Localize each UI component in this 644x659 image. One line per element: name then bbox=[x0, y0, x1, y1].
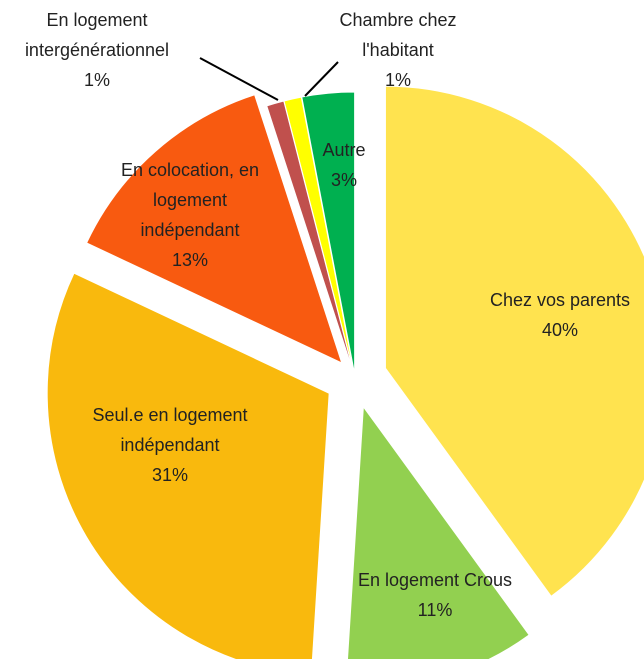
category-name: Chez vos parents bbox=[489, 290, 631, 310]
category-name: Autre bbox=[322, 140, 366, 160]
pie-slice bbox=[384, 85, 644, 597]
value-label: 40% bbox=[541, 320, 579, 340]
pie-slice bbox=[85, 94, 343, 364]
value-label: 13% bbox=[171, 250, 209, 270]
slice-label: En logement Crous 11% bbox=[325, 565, 545, 625]
pie-slice bbox=[266, 100, 355, 375]
category-name: En logement Crous bbox=[357, 570, 513, 590]
value-label: 3% bbox=[330, 170, 357, 190]
pie-slice bbox=[347, 405, 530, 659]
slice-label: Chambre chez l'habitant 1% bbox=[323, 5, 473, 95]
pie-slice bbox=[46, 272, 330, 659]
leader-line bbox=[199, 57, 279, 101]
leader-line bbox=[304, 61, 339, 97]
slice-label: Seul.e en logement indépendant 31% bbox=[55, 400, 285, 490]
category-name: Seul.e en logement indépendant bbox=[92, 405, 248, 455]
category-name: Chambre chez l'habitant bbox=[339, 10, 457, 60]
category-name: En logement intergénérationnel bbox=[24, 10, 170, 60]
slice-label: Autre 3% bbox=[314, 135, 374, 195]
category-name: En colocation, en logement indépendant bbox=[120, 160, 260, 240]
value-label: 11% bbox=[417, 600, 453, 620]
value-label: 31% bbox=[151, 465, 189, 485]
slice-label: Chez vos parents 40% bbox=[460, 285, 644, 345]
value-label: 1% bbox=[83, 70, 110, 90]
value-label: 1% bbox=[384, 70, 411, 90]
pie-slice bbox=[301, 91, 356, 375]
slice-label: En colocation, en logement indépendant 13… bbox=[110, 155, 270, 275]
slice-label: En logement intergénérationnel 1% bbox=[0, 5, 197, 95]
